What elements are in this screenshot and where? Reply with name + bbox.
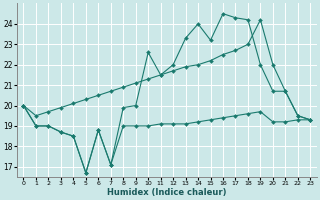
X-axis label: Humidex (Indice chaleur): Humidex (Indice chaleur): [107, 188, 227, 197]
